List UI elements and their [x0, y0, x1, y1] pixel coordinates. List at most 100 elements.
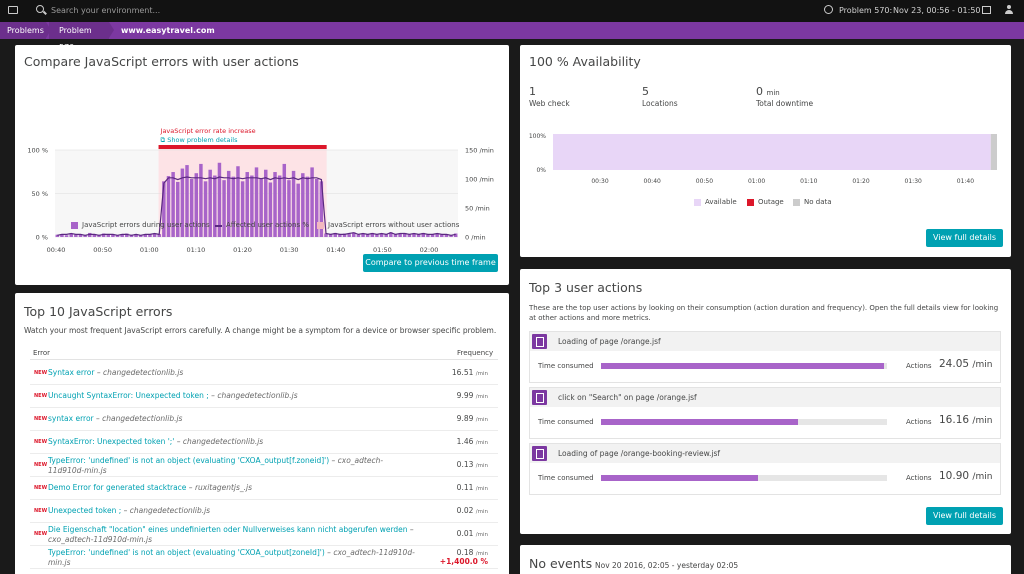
error-bar[interactable]: [152, 233, 157, 237]
error-bar[interactable]: [287, 180, 291, 237]
error-bar[interactable]: [120, 234, 124, 237]
error-bar[interactable]: [277, 175, 282, 237]
error-bar[interactable]: [254, 167, 259, 237]
error-link[interactable]: Die Eigenschaft "location" eines undefin…: [48, 525, 408, 534]
available-area[interactable]: [553, 134, 991, 170]
breadcrumb-problems[interactable]: Problems: [0, 22, 46, 39]
error-bar[interactable]: [407, 234, 412, 237]
legend-no-data[interactable]: No data: [793, 198, 832, 206]
error-link[interactable]: SyntaxError: Unexpected token ';': [48, 437, 175, 446]
error-bar[interactable]: [453, 233, 458, 237]
error-bar[interactable]: [273, 172, 277, 237]
user-action-item[interactable]: click on "Search" on page /orange.jsf Tim…: [529, 387, 1001, 439]
error-row[interactable]: TypeError: 'undefined' is not an object …: [30, 546, 498, 569]
error-link[interactable]: Syntax error: [48, 368, 95, 377]
error-bar[interactable]: [375, 234, 379, 237]
error-bar[interactable]: [444, 234, 449, 237]
error-bar[interactable]: [301, 173, 305, 237]
error-bar[interactable]: [379, 233, 384, 237]
error-bar[interactable]: [342, 233, 347, 237]
error-bar[interactable]: [338, 234, 342, 237]
error-bar[interactable]: [138, 235, 143, 237]
search-input[interactable]: Search your environment...: [51, 6, 161, 15]
error-bar[interactable]: [185, 165, 189, 237]
user-action-item[interactable]: Loading of page /orange-booking-review.j…: [529, 443, 1001, 495]
error-bar[interactable]: [421, 232, 425, 237]
col-header-frequency[interactable]: Frequency: [457, 349, 494, 357]
error-bar[interactable]: [347, 234, 351, 237]
error-bar[interactable]: [250, 175, 254, 237]
error-link[interactable]: Demo Error for generated stacktrace: [48, 483, 187, 492]
error-link[interactable]: syntax error: [48, 414, 94, 423]
error-bar[interactable]: [171, 172, 175, 237]
error-bar[interactable]: [389, 232, 393, 237]
js-errors-chart[interactable]: 100 % 50 % 0 % 150 /min 100 /min 50 /min 0 /mi…: [15, 85, 509, 265]
error-bar[interactable]: [194, 173, 199, 237]
error-bar[interactable]: [236, 166, 240, 237]
error-bar[interactable]: [213, 175, 217, 237]
error-bar[interactable]: [74, 234, 78, 237]
error-bar[interactable]: [111, 234, 115, 237]
col-header-error[interactable]: Error: [33, 349, 51, 357]
error-bar[interactable]: [101, 233, 106, 237]
error-bar[interactable]: [352, 232, 356, 237]
problem-band-marker[interactable]: [158, 145, 327, 149]
legend-available[interactable]: Available: [694, 198, 737, 206]
error-bar[interactable]: [134, 234, 138, 237]
error-bar[interactable]: [435, 233, 439, 237]
window-icon[interactable]: [982, 6, 991, 14]
user-action-item[interactable]: Loading of page /orange.jsf Time consumed…: [529, 331, 1001, 383]
error-bar[interactable]: [398, 233, 402, 237]
error-bar[interactable]: [296, 183, 300, 237]
error-row[interactable]: NEW Die Eigenschaft "location" eines unde…: [30, 523, 498, 546]
error-bar[interactable]: [324, 233, 328, 237]
problem-label[interactable]: Problem 570:: [839, 6, 893, 15]
error-bar[interactable]: [245, 172, 249, 237]
error-row[interactable]: NEW Unexpected token ; – changedetectionl…: [30, 500, 498, 523]
error-bar[interactable]: [426, 234, 430, 237]
error-bar[interactable]: [449, 235, 453, 237]
affected-actions-line[interactable]: [57, 176, 456, 236]
error-row[interactable]: NEW Uncaught SyntaxError: Unexpected toke…: [30, 385, 498, 408]
error-bar[interactable]: [310, 167, 314, 237]
error-bar[interactable]: [199, 163, 203, 237]
error-bar[interactable]: [282, 163, 287, 237]
error-row[interactable]: NEW syntax error – changedetectionlib.js 9…: [30, 408, 498, 431]
breadcrumb-problem-570[interactable]: Problem 570: [49, 22, 109, 52]
user-action-name[interactable]: Loading of page /orange.jsf: [558, 337, 661, 346]
no-data-area[interactable]: [990, 134, 997, 170]
error-bar[interactable]: [370, 232, 375, 237]
error-bar[interactable]: [231, 176, 236, 237]
error-bar[interactable]: [412, 233, 416, 237]
error-bar[interactable]: [328, 234, 333, 237]
error-bar[interactable]: [189, 179, 194, 237]
legend-js-errors-during[interactable]: JavaScript errors during user actions: [71, 221, 210, 229]
error-bar[interactable]: [162, 181, 166, 237]
error-bar[interactable]: [166, 176, 171, 237]
user-action-name[interactable]: click on "Search" on page /orange.jsf: [558, 393, 697, 402]
chat-icon[interactable]: [8, 6, 18, 14]
error-bar[interactable]: [217, 162, 222, 237]
error-bar[interactable]: [83, 235, 87, 237]
error-row[interactable]: NEW SyntaxError: Unexpected token ';' – c…: [30, 431, 498, 454]
error-bar[interactable]: [180, 168, 185, 237]
error-bar[interactable]: [361, 233, 365, 237]
error-bar[interactable]: [440, 234, 444, 237]
legend-js-errors-without[interactable]: JavaScript errors without user actions: [317, 221, 459, 229]
error-bar[interactable]: [226, 170, 231, 237]
error-bar[interactable]: [314, 179, 319, 237]
error-bar[interactable]: [305, 176, 310, 237]
error-bar[interactable]: [106, 234, 111, 237]
error-bar[interactable]: [365, 234, 370, 237]
error-bar[interactable]: [222, 180, 226, 237]
error-bar[interactable]: [157, 234, 161, 237]
error-bar[interactable]: [92, 234, 97, 237]
error-bar[interactable]: [291, 170, 296, 237]
error-bar[interactable]: [240, 181, 245, 237]
error-bar[interactable]: [64, 235, 69, 237]
legend-affected-actions[interactable]: Affected user actions %: [215, 221, 309, 229]
error-link[interactable]: Unexpected token ;: [48, 506, 122, 515]
error-bar[interactable]: [203, 181, 208, 237]
availability-chart[interactable]: 100% 0% 00:30 00:40 00:50 01:00 01:10 01:20 01:3…: [520, 130, 1011, 200]
show-problem-details-link[interactable]: ⧉ Show problem details: [161, 136, 239, 144]
